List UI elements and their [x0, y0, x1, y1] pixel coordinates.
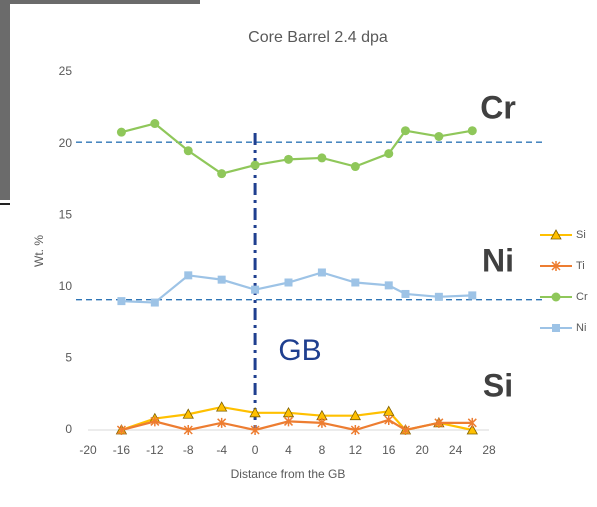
marker: [551, 261, 561, 271]
x-tick-label: -20: [79, 443, 97, 457]
marker: [183, 146, 193, 156]
marker: [551, 292, 561, 302]
marker: [467, 126, 477, 136]
series-line: [121, 122, 473, 175]
marker: [250, 425, 260, 435]
marker: [150, 298, 159, 307]
y-tick-label: 5: [65, 351, 72, 365]
x-tick-label: 20: [415, 443, 429, 457]
marker: [467, 417, 477, 428]
marker: [184, 271, 193, 280]
marker: [116, 425, 126, 435]
marker: [183, 425, 193, 435]
marker: [150, 119, 160, 129]
annotation: Ni: [482, 242, 514, 278]
x-tick-label: 12: [349, 443, 363, 457]
chart-area: [10, 4, 597, 507]
x-tick-label: -4: [216, 443, 227, 457]
marker: [217, 169, 227, 179]
marker: [217, 275, 226, 284]
marker: [317, 417, 327, 428]
marker: [384, 149, 394, 159]
marker: [116, 127, 126, 137]
legend-label: Ti: [576, 260, 585, 272]
marker: [400, 425, 410, 435]
y-axis-label: Wt. %: [32, 235, 46, 267]
annotation: Cr: [480, 89, 516, 125]
marker: [182, 408, 194, 419]
x-axis-label: Distance from the GB: [231, 467, 346, 481]
marker: [384, 414, 394, 425]
marker: [550, 229, 562, 240]
marker: [150, 416, 160, 427]
legend-label: Ni: [576, 322, 586, 334]
marker: [217, 417, 227, 428]
x-tick-label: 28: [482, 443, 496, 457]
marker: [249, 406, 261, 418]
legend-label: Si: [576, 229, 586, 241]
y-tick-label: 25: [59, 64, 73, 78]
y-tick-label: 0: [65, 422, 72, 436]
marker: [215, 401, 228, 412]
marker: [117, 297, 126, 306]
y-tick-label: 10: [59, 279, 73, 293]
marker: [434, 417, 444, 428]
x-tick-label: 8: [319, 443, 326, 457]
marker: [351, 278, 360, 287]
x-tick-label: 24: [449, 443, 463, 457]
marker: [400, 126, 410, 136]
x-tick-label: 4: [285, 443, 292, 457]
x-tick-label: 16: [382, 443, 396, 457]
series-line: [121, 418, 473, 432]
x-tick-label: -16: [113, 443, 131, 457]
x-tick-label: 0: [252, 443, 259, 457]
marker: [552, 324, 560, 332]
marker: [284, 154, 293, 164]
x-tick-label: -8: [183, 443, 194, 457]
marker: [349, 409, 362, 421]
marker: [466, 424, 478, 435]
annotation: GB: [278, 334, 321, 367]
annotation: Si: [483, 367, 513, 403]
series-line: [121, 271, 473, 304]
marker: [434, 131, 444, 141]
y-tick-label: 15: [59, 207, 73, 221]
marker: [250, 160, 260, 170]
marker: [350, 162, 360, 172]
legend-label: Cr: [576, 291, 588, 303]
marker: [350, 425, 360, 435]
marker: [317, 153, 327, 163]
marker: [317, 268, 326, 277]
marker: [401, 289, 410, 298]
marker: [283, 416, 294, 427]
marker: [434, 292, 443, 301]
marker: [468, 291, 477, 300]
marker: [384, 281, 393, 290]
marker: [284, 278, 293, 287]
x-tick-label: -12: [146, 443, 164, 457]
y-tick-label: 20: [59, 136, 73, 150]
chart-title: Core Barrel 2.4 dpa: [248, 29, 388, 46]
marker: [251, 285, 260, 294]
